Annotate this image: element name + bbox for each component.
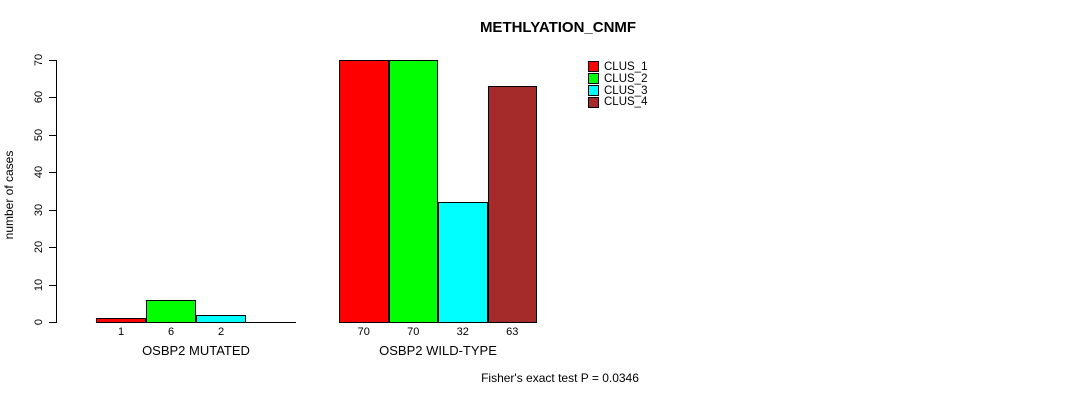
bar-value-label: 70 — [407, 326, 420, 338]
group-label: OSBP2 MUTATED — [142, 343, 250, 358]
legend-swatch — [588, 84, 599, 96]
legend-swatch — [588, 73, 599, 85]
group-label: OSBP2 WILD-TYPE — [379, 343, 497, 358]
bar — [146, 299, 196, 323]
y-tick-label: 40 — [33, 166, 45, 179]
legend-label: CLUS_4 — [604, 96, 648, 109]
bar-value-label: 2 — [217, 326, 225, 338]
bar — [487, 86, 537, 323]
y-tick — [49, 172, 56, 174]
bar-value-label: 63 — [506, 326, 519, 338]
legend-label: CLUS_1 — [604, 60, 648, 73]
y-tick-label: 50 — [33, 128, 45, 141]
legend-label: CLUS_2 — [604, 72, 648, 85]
y-tick — [49, 134, 56, 136]
y-tick — [49, 247, 56, 249]
y-axis-label: number of cases — [2, 150, 16, 240]
y-tick-label: 30 — [33, 203, 45, 216]
y-tick-label: 70 — [33, 53, 45, 67]
bar-value-label: 6 — [167, 326, 175, 338]
y-tick — [49, 60, 56, 61]
bar — [96, 318, 146, 323]
y-tick-label: 20 — [33, 241, 45, 254]
bar — [246, 322, 296, 323]
y-tick — [49, 97, 56, 99]
bar-value-label: 32 — [456, 326, 469, 338]
bar — [438, 202, 488, 323]
y-tick-label: 60 — [33, 91, 45, 104]
y-axis-line — [56, 60, 57, 323]
legend-item: CLUS_4 — [588, 96, 647, 108]
legend-swatch — [588, 96, 599, 108]
bar-value-label: 1 — [117, 326, 125, 338]
chart-title: METHLYATION_CNMF — [479, 19, 637, 36]
bar — [196, 314, 246, 323]
y-tick — [49, 209, 56, 211]
bar-value-label: 70 — [357, 326, 370, 338]
legend-item: CLUS_1 — [588, 61, 647, 73]
bar — [388, 60, 438, 323]
legend-item: CLUS_3 — [588, 85, 647, 97]
legend-item: CLUS_2 — [588, 73, 647, 85]
y-tick — [49, 284, 56, 286]
legend-label: CLUS_3 — [604, 84, 648, 97]
legend-swatch — [588, 61, 599, 73]
stat-annotation: Fisher's exact test P = 0.0346 — [481, 371, 639, 385]
y-tick — [49, 322, 56, 323]
legend: CLUS_1 CLUS_2 CLUS_3 CLUS_4 — [588, 61, 647, 108]
y-tick-label: 10 — [33, 278, 45, 291]
y-tick-label: 0 — [33, 318, 45, 326]
bar — [339, 60, 389, 323]
